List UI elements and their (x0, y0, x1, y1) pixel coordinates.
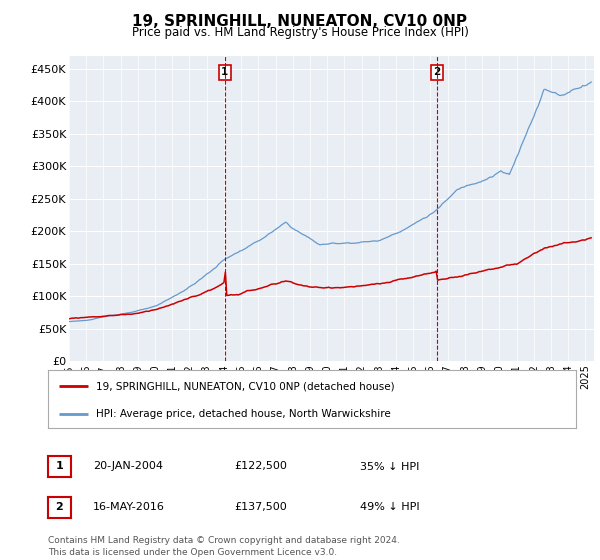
Text: HPI: Average price, detached house, North Warwickshire: HPI: Average price, detached house, Nort… (95, 409, 390, 419)
Text: 1: 1 (56, 461, 63, 472)
Text: Contains HM Land Registry data © Crown copyright and database right 2024.
This d: Contains HM Land Registry data © Crown c… (48, 536, 400, 557)
Text: Price paid vs. HM Land Registry's House Price Index (HPI): Price paid vs. HM Land Registry's House … (131, 26, 469, 39)
Text: £122,500: £122,500 (234, 461, 287, 472)
Text: 2: 2 (433, 67, 440, 77)
Text: 19, SPRINGHILL, NUNEATON, CV10 0NP: 19, SPRINGHILL, NUNEATON, CV10 0NP (133, 14, 467, 29)
Text: £137,500: £137,500 (234, 502, 287, 512)
Text: 20-JAN-2004: 20-JAN-2004 (93, 461, 163, 472)
Text: 2: 2 (56, 502, 63, 512)
Text: 19, SPRINGHILL, NUNEATON, CV10 0NP (detached house): 19, SPRINGHILL, NUNEATON, CV10 0NP (deta… (95, 381, 394, 391)
Text: 16-MAY-2016: 16-MAY-2016 (93, 502, 165, 512)
Text: 49% ↓ HPI: 49% ↓ HPI (360, 502, 419, 512)
Text: 35% ↓ HPI: 35% ↓ HPI (360, 461, 419, 472)
Text: 1: 1 (221, 67, 229, 77)
